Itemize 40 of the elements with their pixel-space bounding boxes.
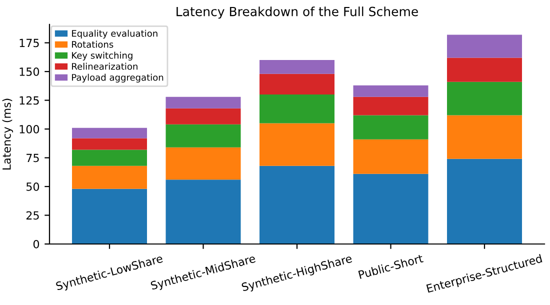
y-tick-label: 50 xyxy=(26,182,40,191)
bar xyxy=(260,166,334,244)
legend-label: Equality evaluation xyxy=(72,30,158,39)
bar xyxy=(166,108,241,124)
y-tick-label: 100 xyxy=(20,125,40,134)
bar xyxy=(353,174,428,244)
bar xyxy=(260,74,334,95)
bar xyxy=(166,180,241,244)
bar xyxy=(260,60,334,74)
bar xyxy=(166,124,241,148)
bar xyxy=(447,34,522,58)
y-tick-label: 125 xyxy=(20,96,39,105)
bar xyxy=(72,188,147,244)
bar xyxy=(353,139,428,174)
bar xyxy=(72,166,147,189)
y-tick-label: 25 xyxy=(26,211,39,220)
bar xyxy=(72,150,147,166)
bar xyxy=(72,128,147,138)
bar xyxy=(166,96,241,108)
legend-label: Payload aggregation xyxy=(72,74,164,83)
legend-label: Relinearization xyxy=(72,62,138,70)
bar xyxy=(353,96,428,116)
chart-title: Latency Breakdown of the Full Scheme xyxy=(176,6,418,19)
bar xyxy=(447,158,522,244)
legend-label: Rotations xyxy=(72,40,114,48)
y-tick-label: 0 xyxy=(33,240,40,248)
bar xyxy=(166,147,241,180)
legend-label: Key switching xyxy=(72,52,132,61)
bar xyxy=(447,82,522,116)
bar xyxy=(353,115,428,140)
bar xyxy=(447,115,522,159)
y-tick-label: 75 xyxy=(26,154,39,162)
bar xyxy=(72,138,147,150)
y-axis-title: Latency (ms) xyxy=(2,98,14,170)
bar xyxy=(260,94,334,124)
y-tick-label: 150 xyxy=(20,68,40,76)
y-tick-label: 175 xyxy=(20,38,39,48)
bar xyxy=(447,58,522,82)
bar xyxy=(260,123,334,166)
bar xyxy=(353,85,428,97)
